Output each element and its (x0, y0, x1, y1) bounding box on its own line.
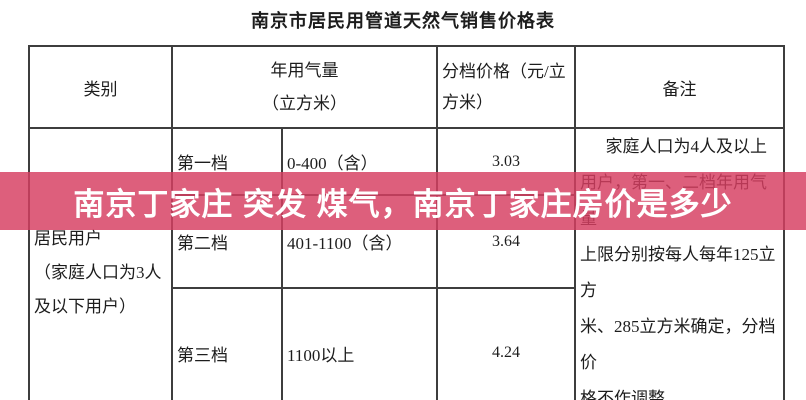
category-resident: 居民用户 （家庭人口为3人 及以下用户） (28, 127, 173, 400)
header-row: 类别 年用气量 （立方米） 分档价格（元/立 方米） 备注 (28, 45, 785, 129)
usage-header-line2: （立方米） (262, 94, 347, 113)
overlay-banner: 南京丁家庄 突发 煤气，南京丁家庄房价是多少 (0, 172, 806, 230)
col-header-usage: 年用气量 （立方米） (171, 45, 438, 129)
tier3-label: 第三档 (171, 287, 283, 400)
category-resident-line1: 居民用户 (34, 229, 102, 248)
notes-resident: 家庭人口为4人及以上 用户，第一、二档年用气量 上限分别按每人每年125立方 米… (574, 127, 785, 400)
category-resident-line2: （家庭人口为3人 (34, 263, 162, 282)
price-header-line2: 方米） (442, 93, 493, 112)
page-title: 南京市居民用管道天然气销售价格表 (251, 11, 555, 31)
notes-resident-line3: 上限分别按每人每年125立方 (580, 245, 776, 300)
notes-resident-line4: 米、285立方米确定，分档价 (580, 317, 776, 372)
usage-header-line1: 年用气量 (270, 61, 339, 80)
category-resident-line3: 及以下用户） (34, 297, 136, 316)
notes-resident-line5: 格不作调整。 (580, 389, 682, 400)
col-header-category: 类别 (28, 45, 173, 129)
tier3-price: 4.24 (436, 287, 576, 400)
notes-resident-line1: 家庭人口为4人及以上 (605, 137, 768, 156)
tier3-range: 1100以上 (281, 287, 438, 400)
col-header-notes: 备注 (574, 45, 785, 129)
banner-headline: 南京丁家庄 突发 煤气，南京丁家庄房价是多少 (73, 186, 733, 222)
price-header-line1: 分档价格（元/立 (442, 62, 566, 81)
col-header-price: 分档价格（元/立 方米） (436, 45, 576, 129)
table-row-tier3: 第三档 1100以上 4.24 (29, 287, 784, 400)
